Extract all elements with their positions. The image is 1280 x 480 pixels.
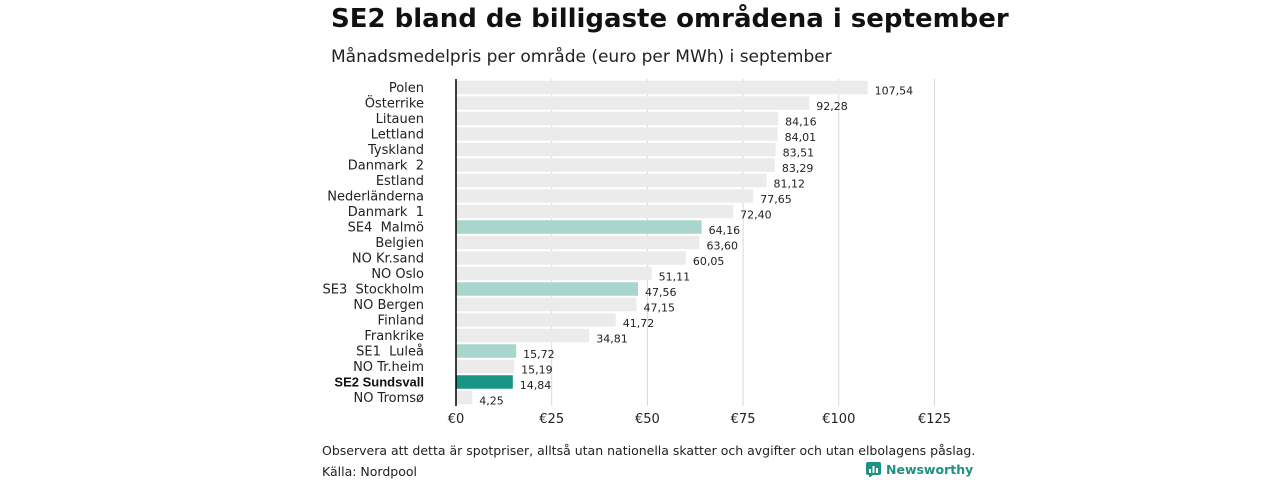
data-label: 83,29 (782, 162, 814, 175)
category-label: Finland (378, 314, 424, 329)
category-label: Danmark 2 (348, 159, 424, 174)
data-label: 15,19 (521, 364, 553, 377)
category-label: SE4 Malmö (348, 221, 424, 236)
category-label: Österrike (365, 95, 424, 112)
data-label: 60,05 (693, 255, 725, 268)
bar (456, 220, 702, 234)
bar (456, 390, 473, 405)
data-label: 47,15 (643, 302, 675, 315)
bar (456, 127, 778, 141)
category-label: NO Bergen (353, 298, 424, 313)
data-label: 15,72 (523, 348, 555, 361)
data-label: 77,65 (760, 193, 792, 206)
category-label: Polen (389, 81, 424, 96)
bar (456, 204, 734, 219)
brand-logo[interactable]: Newsworthy (866, 462, 973, 477)
bar (456, 328, 590, 343)
data-label: 14,84 (520, 379, 552, 392)
data-label: 34,81 (596, 333, 628, 346)
bar (456, 142, 776, 157)
data-label: 4,25 (479, 395, 504, 408)
bar (456, 96, 810, 110)
bar (456, 158, 775, 172)
footnote: Observera att detta är spotpriser, allts… (322, 443, 976, 458)
bar (456, 297, 637, 312)
value-labels: 107,54 92,28 84,16 84,01 83,51 83,29 81,12 77,6… (479, 85, 913, 408)
category-label: Tyskland (367, 143, 424, 158)
data-label: 84,16 (785, 116, 817, 129)
x-tick-label: €75 (731, 412, 756, 427)
bar (456, 359, 515, 374)
data-label: 47,56 (645, 286, 677, 299)
category-label: Litauen (376, 112, 424, 127)
category-label: Belgien (375, 236, 424, 251)
bar-chart-logo-icon (866, 462, 881, 477)
data-label: 92,28 (816, 100, 848, 113)
bar (456, 375, 513, 389)
x-tick-label: €25 (539, 412, 564, 427)
bar-chart: PolenÖsterrikeLitauenLettlandTysklandDan… (323, 79, 951, 427)
bar (456, 111, 779, 126)
category-label: Danmark 1 (348, 205, 424, 220)
category-labels: PolenÖsterrikeLitauenLettlandTysklandDan… (323, 81, 424, 406)
bar (456, 266, 652, 281)
category-label: NO Kr.sand (352, 252, 424, 267)
data-label: 81,12 (774, 178, 806, 191)
x-tick-label: €0 (448, 412, 465, 427)
category-label: SE1 Luleå (356, 345, 424, 360)
data-label: 63,60 (706, 240, 738, 253)
data-label: 51,11 (659, 271, 691, 284)
data-label: 72,40 (740, 209, 772, 222)
category-label: Nederländerna (327, 190, 424, 205)
bar (456, 251, 686, 265)
bar (456, 80, 868, 95)
category-label: Lettland (371, 128, 424, 143)
x-tick-label: €50 (635, 412, 660, 427)
bar (456, 313, 616, 327)
category-label: NO Tr.heim (353, 360, 424, 375)
bars (456, 80, 868, 405)
data-label: 64,16 (709, 224, 741, 237)
category-label: SE2 Sundsvall (334, 375, 424, 390)
chart-title: SE2 bland de billigaste områdena i septe… (331, 4, 1009, 34)
category-label: SE3 Stockholm (323, 283, 424, 298)
data-label: 83,51 (783, 147, 815, 160)
category-label: NO Oslo (371, 267, 424, 282)
x-axis: €0 €25 €50 €75 €100 €125 (448, 79, 951, 427)
bar (456, 344, 517, 358)
brand-name: Newsworthy (886, 462, 974, 477)
data-label: 107,54 (875, 85, 914, 98)
category-label: NO Tromsø (353, 391, 424, 406)
x-tick-label: €125 (918, 412, 951, 427)
bar (456, 282, 639, 296)
bar (456, 173, 767, 188)
chart-subtitle: Månadsmedelpris per område (euro per MWh… (331, 47, 832, 67)
x-tick-label: €100 (822, 412, 855, 427)
bar (456, 189, 754, 203)
category-label: Frankrike (364, 329, 424, 344)
category-label: Estland (376, 174, 424, 189)
data-label: 41,72 (623, 317, 655, 330)
bar (456, 235, 700, 250)
data-label: 84,01 (785, 131, 817, 144)
source-label: Källa: Nordpool (322, 464, 417, 479)
